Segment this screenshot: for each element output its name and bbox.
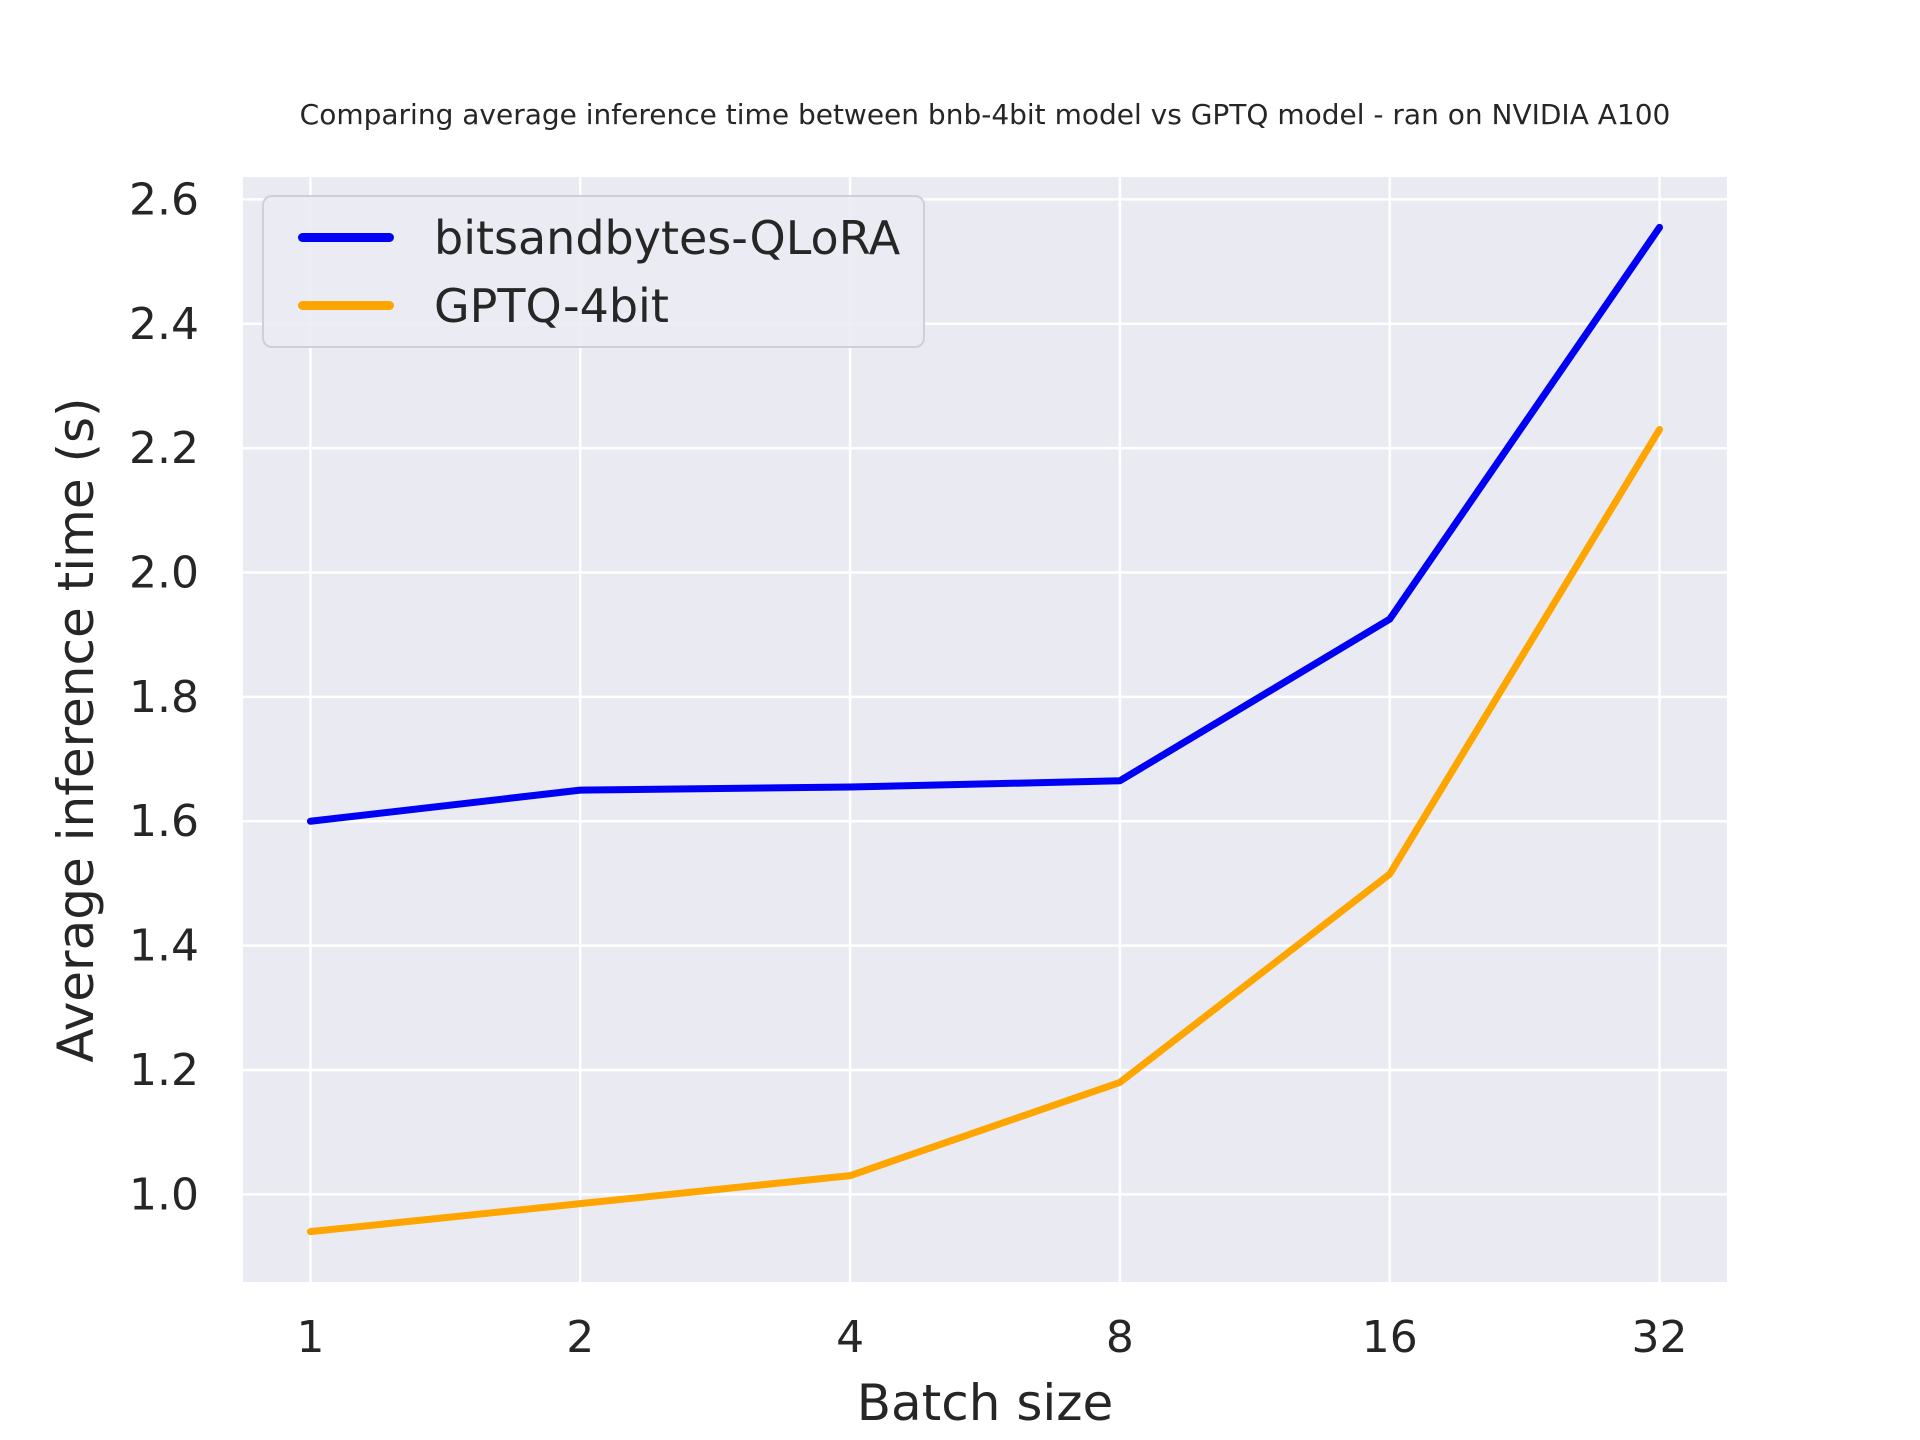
x-tick-label: 4 — [836, 1312, 864, 1363]
x-tick-label: 32 — [1632, 1312, 1688, 1363]
x-tick-label: 8 — [1106, 1312, 1134, 1363]
legend-item-gptq-4bit: GPTQ-4bit — [298, 279, 923, 333]
x-axis-label: Batch size — [856, 1374, 1114, 1432]
x-tick-label: 16 — [1362, 1312, 1418, 1363]
series-line-gptq-4bit — [306, 425, 1664, 1236]
y-tick-label: 2.6 — [129, 174, 199, 225]
x-tick-label: 1 — [296, 1312, 324, 1363]
y-tick-label: 2.2 — [129, 423, 199, 474]
y-axis-label: Average inference time (s) — [47, 397, 105, 1063]
y-tick-label: 1.4 — [129, 921, 199, 972]
legend-item-bitsandbytes-qlora: bitsandbytes-QLoRA — [298, 211, 923, 265]
legend-line-sample-orange — [298, 301, 394, 310]
y-tick-label: 1.0 — [129, 1169, 199, 1220]
y-tick-label: 1.8 — [129, 672, 199, 723]
y-tick-label: 1.6 — [129, 796, 199, 847]
y-tick-label: 1.2 — [129, 1045, 199, 1096]
chart-title: Comparing average inference time between… — [299, 98, 1671, 131]
series-line-bitsandbytes-qlora — [306, 223, 1664, 825]
legend: bitsandbytes-QLoRA GPTQ-4bit — [262, 195, 925, 348]
x-tick-label: 2 — [566, 1312, 594, 1363]
legend-label-bitsandbytes-qlora: bitsandbytes-QLoRA — [434, 210, 901, 265]
legend-line-sample-blue — [298, 233, 394, 242]
y-tick-label: 2.0 — [129, 547, 199, 598]
y-tick-label: 2.4 — [129, 299, 199, 350]
legend-label-gptq-4bit: GPTQ-4bit — [434, 278, 669, 333]
